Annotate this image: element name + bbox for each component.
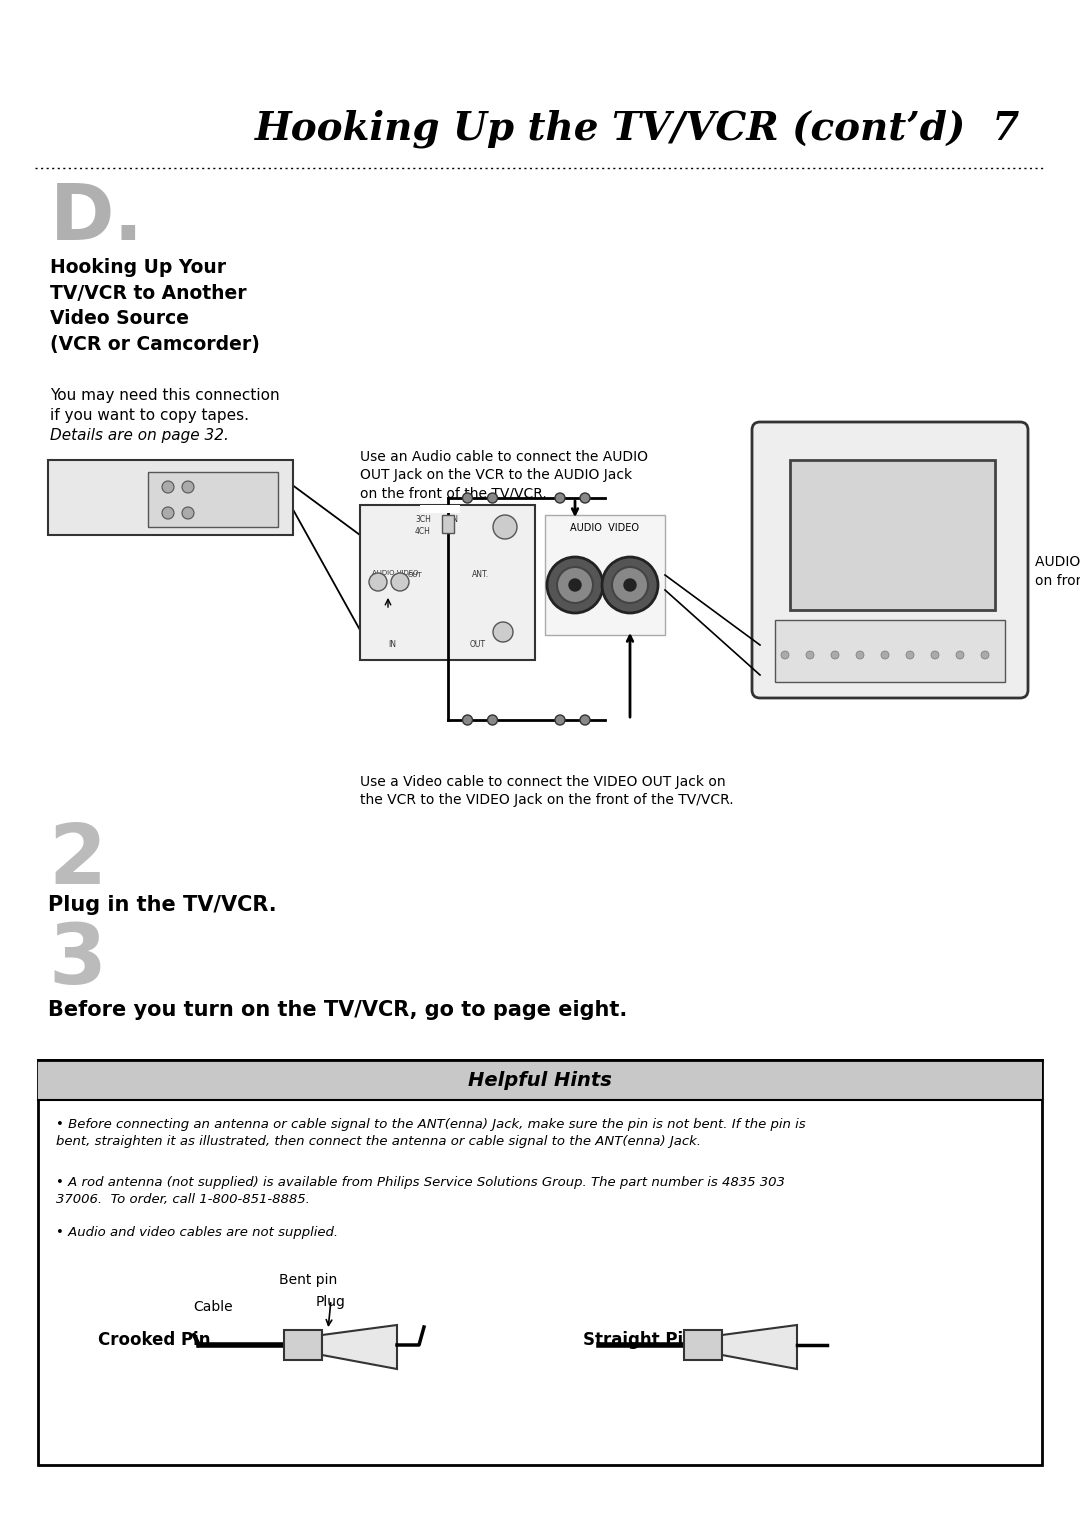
Text: AUDIO/VIDEO OUT
Jacks on VCR: AUDIO/VIDEO OUT Jacks on VCR xyxy=(48,458,163,487)
Text: Crooked Pin: Crooked Pin xyxy=(98,1331,211,1349)
Text: 4CH: 4CH xyxy=(415,527,431,536)
Circle shape xyxy=(492,622,513,642)
Polygon shape xyxy=(322,1325,397,1369)
Text: You may need this connection
if you want to copy tapes.: You may need this connection if you want… xyxy=(50,388,280,423)
Circle shape xyxy=(487,494,498,503)
Circle shape xyxy=(162,481,174,494)
Text: AUDIO VIDEO: AUDIO VIDEO xyxy=(372,570,419,576)
Circle shape xyxy=(555,494,565,503)
Circle shape xyxy=(981,651,989,659)
Circle shape xyxy=(391,573,409,591)
Text: AUDIO  VIDEO: AUDIO VIDEO xyxy=(570,523,639,533)
Bar xyxy=(789,460,995,610)
Text: OUT: OUT xyxy=(408,571,422,578)
Circle shape xyxy=(369,573,387,591)
Text: IN: IN xyxy=(388,640,396,649)
Text: 3CH: 3CH xyxy=(415,515,431,524)
Circle shape xyxy=(462,494,473,503)
Text: Hooking Up Your
TV/VCR to Another
Video Source
(VCR or Camcorder): Hooking Up Your TV/VCR to Another Video … xyxy=(50,258,260,354)
Circle shape xyxy=(580,715,590,724)
Bar xyxy=(775,620,1005,681)
Circle shape xyxy=(781,651,789,659)
Text: IN: IN xyxy=(450,515,458,524)
Bar xyxy=(38,1060,1042,1465)
Text: • Audio and video cables are not supplied.: • Audio and video cables are not supplie… xyxy=(56,1225,338,1239)
Bar xyxy=(442,515,454,533)
Circle shape xyxy=(555,715,565,724)
Circle shape xyxy=(580,494,590,503)
Circle shape xyxy=(162,507,174,520)
Polygon shape xyxy=(723,1325,797,1369)
Bar xyxy=(38,1060,1042,1100)
Circle shape xyxy=(557,567,593,604)
Bar xyxy=(284,1329,322,1360)
Bar xyxy=(48,460,293,535)
Circle shape xyxy=(569,579,581,591)
Text: 2: 2 xyxy=(48,821,106,902)
Bar xyxy=(420,504,460,513)
Bar xyxy=(684,1329,723,1360)
Circle shape xyxy=(602,558,658,613)
Bar xyxy=(545,515,665,636)
Text: 3: 3 xyxy=(48,920,106,1001)
Circle shape xyxy=(956,651,964,659)
Circle shape xyxy=(612,567,648,604)
Text: • Before connecting an antenna or cable signal to the ANT(enna) Jack, make sure : • Before connecting an antenna or cable … xyxy=(56,1118,806,1148)
Circle shape xyxy=(806,651,814,659)
Text: Cable: Cable xyxy=(193,1300,233,1314)
Circle shape xyxy=(856,651,864,659)
Bar xyxy=(360,504,535,660)
Text: Use an Audio cable to connect the AUDIO
OUT Jack on the VCR to the AUDIO Jack
on: Use an Audio cable to connect the AUDIO … xyxy=(360,451,648,501)
Circle shape xyxy=(183,481,194,494)
Text: Details are on page 32.: Details are on page 32. xyxy=(50,428,229,443)
Text: OUT: OUT xyxy=(470,640,486,649)
Text: Straight Pin: Straight Pin xyxy=(583,1331,694,1349)
Circle shape xyxy=(624,579,636,591)
Text: Helpful Hints: Helpful Hints xyxy=(468,1071,612,1089)
Text: D.: D. xyxy=(50,180,144,257)
Circle shape xyxy=(183,507,194,520)
Circle shape xyxy=(831,651,839,659)
Circle shape xyxy=(546,558,603,613)
Circle shape xyxy=(487,715,498,724)
Circle shape xyxy=(492,515,517,539)
Text: AUDIO/VIDEO Jacks
on front of TV/VCR: AUDIO/VIDEO Jacks on front of TV/VCR xyxy=(1035,555,1080,587)
Circle shape xyxy=(462,715,473,724)
Circle shape xyxy=(931,651,939,659)
Text: Bent pin: Bent pin xyxy=(279,1273,337,1287)
Text: Plug in the TV/VCR.: Plug in the TV/VCR. xyxy=(48,895,276,915)
Bar xyxy=(148,472,278,527)
Text: ANT.: ANT. xyxy=(472,570,489,579)
Text: Before you turn on the TV/VCR, go to page eight.: Before you turn on the TV/VCR, go to pag… xyxy=(48,999,627,1021)
Text: Hooking Up the TV/VCR (cont’d)  7: Hooking Up the TV/VCR (cont’d) 7 xyxy=(255,110,1020,148)
FancyBboxPatch shape xyxy=(752,422,1028,698)
Circle shape xyxy=(906,651,914,659)
Circle shape xyxy=(881,651,889,659)
Text: Plug: Plug xyxy=(316,1296,346,1309)
Text: • A rod antenna (not supplied) is available from Philips Service Solutions Group: • A rod antenna (not supplied) is availa… xyxy=(56,1177,785,1206)
Text: Use a Video cable to connect the VIDEO OUT Jack on
the VCR to the VIDEO Jack on : Use a Video cable to connect the VIDEO O… xyxy=(360,775,733,807)
